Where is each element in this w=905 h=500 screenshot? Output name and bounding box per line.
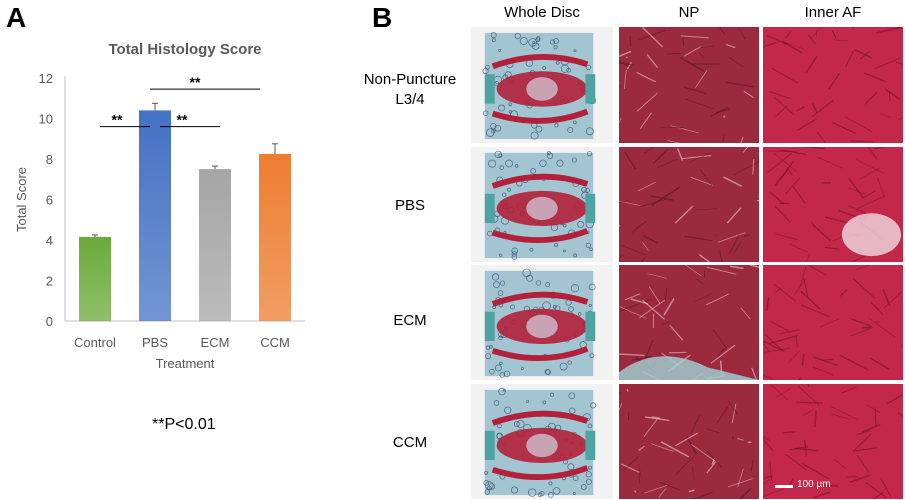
row-label-line: Non-Puncture: [363, 71, 457, 88]
y-tick-label: 8: [46, 152, 53, 167]
row-label-line: CCM: [392, 434, 428, 451]
histology-image-svg: [619, 384, 759, 499]
row-label-line: L3/4: [395, 91, 425, 108]
histology-image-svg: [763, 147, 903, 262]
panel-b-letter: B: [372, 2, 393, 33]
x-tick-label: Control: [74, 335, 116, 350]
histology-image-svg: [619, 265, 759, 380]
scale-bar-label: 100 µm: [797, 479, 831, 490]
x-tick-label: ECM: [201, 335, 230, 350]
histology-image-svg: [471, 147, 613, 262]
row-label-line: PBS: [394, 197, 425, 214]
y-axis-label: Total Score: [14, 167, 29, 232]
y-tick-label: 6: [46, 193, 53, 208]
significance-label: **: [177, 112, 188, 128]
histology-image-np-row4: [618, 383, 760, 500]
x-tick-label: PBS: [142, 335, 168, 350]
bar-ecm: [199, 169, 231, 321]
histology-image-np-row3: [618, 264, 760, 381]
x-axis-label: Treatment: [156, 356, 215, 371]
y-tick-label: 4: [46, 233, 53, 248]
histology-image-svg: [471, 384, 613, 499]
histology-image-svg: [763, 27, 903, 143]
column-header-inner-af: Inner AF: [804, 4, 862, 21]
histology-image-svg: [619, 147, 759, 262]
histology-image-np-row1: [618, 26, 760, 144]
row-label-ccm: CCM: [345, 433, 475, 453]
histology-image-svg: [763, 265, 903, 380]
histology-image-whole-disc-row2: [470, 146, 614, 263]
histology-image-inner-af-row1: [762, 26, 904, 144]
row-label-ecm: ECM: [345, 311, 475, 331]
y-tick-label: 12: [39, 71, 53, 86]
panel-a-letter: A: [6, 2, 27, 33]
histology-image-svg: [619, 27, 759, 143]
histology-image-inner-af-row4: [762, 383, 904, 500]
y-tick-label: 0: [46, 314, 53, 329]
histology-score-chart: Total Histology Score 0 2 4 6 8 10 12 Total Scor…: [14, 41, 305, 371]
histology-image-whole-disc-row3: [470, 264, 614, 381]
bar-control: [79, 236, 111, 321]
histology-image-whole-disc-row1: [470, 26, 614, 144]
histology-image-whole-disc-row4: [470, 383, 614, 500]
row-label-pbs: PBS: [345, 196, 475, 216]
row-label-non-puncture: Non-Puncture L3/4: [345, 70, 475, 110]
histology-image-inner-af-row2: [762, 146, 904, 263]
column-header-whole-disc: Whole Disc: [504, 4, 580, 21]
significance-label: **: [112, 112, 123, 128]
y-tick-label: 10: [39, 112, 53, 127]
histology-image-np-row2: [618, 146, 760, 263]
row-label-line: ECM: [393, 312, 427, 329]
scale-bar: [775, 485, 793, 488]
bar-pbs: [139, 110, 171, 322]
histology-image-inner-af-row3: [762, 264, 904, 381]
significance-note: **P<0.01: [152, 416, 216, 433]
bar-ccm: [259, 153, 291, 321]
x-tick-label: CCM: [260, 335, 290, 350]
histology-image-svg: [763, 384, 903, 499]
histology-image-svg: [471, 265, 613, 380]
y-tick-label: 2: [46, 274, 53, 289]
histology-image-svg: [471, 27, 613, 143]
significance-label: **: [190, 74, 201, 90]
column-header-np: NP: [678, 4, 700, 21]
chart-title: Total Histology Score: [108, 41, 261, 58]
